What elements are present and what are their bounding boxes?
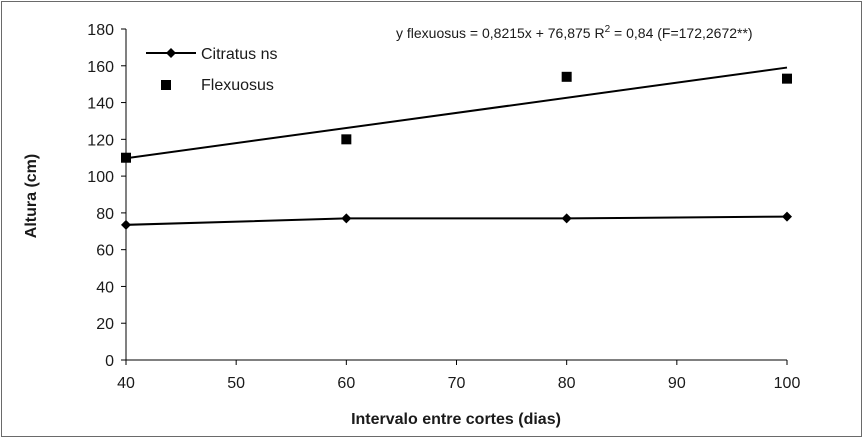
equation-main: y flexuosus = 0,8215x + 76,875 R (396, 25, 605, 41)
citratus-point (561, 213, 572, 224)
x-tick-label: 40 (117, 375, 135, 392)
regression-equation: y flexuosus = 0,8215x + 76,875 R2 = 0,84… (396, 24, 753, 41)
y-tick-label: 60 (96, 243, 114, 260)
legend-flexuosus-label: Flexuosus (201, 77, 274, 94)
flexuosus-point (561, 71, 572, 82)
x-tick-label: 80 (558, 375, 576, 392)
x-tick-label: 70 (448, 375, 466, 392)
flexuosus-point (121, 152, 131, 163)
x-axis-title: Intervalo entre cortes (dias) (351, 411, 561, 428)
y-tick-labels: 0 20 40 60 80 100 120 140 160 180 (87, 22, 114, 370)
y-tick-label: 0 (105, 353, 114, 370)
y-tick-label: 40 (96, 279, 114, 296)
y-tick-label: 140 (87, 96, 114, 113)
flexuosus-point (782, 73, 792, 84)
plot-area (121, 66, 792, 230)
y-tick-label: 20 (96, 316, 114, 333)
legend-citratus-diamond-marker (166, 48, 176, 58)
y-tick-label: 80 (96, 206, 114, 223)
citratus-point (341, 213, 352, 224)
citratus-point (782, 211, 792, 222)
citratus-point (121, 219, 131, 230)
equation-tail: = 0,84 (F=172,2672**) (610, 25, 752, 41)
legend-citratus-label: Citratus ns (201, 46, 277, 63)
x-tick-label: 60 (337, 375, 355, 392)
x-tick-labels: 40 50 60 70 80 90 100 (117, 375, 800, 392)
y-tick-label: 160 (87, 59, 114, 76)
y-tick-label: 180 (87, 22, 114, 39)
x-tick-label: 90 (668, 375, 686, 392)
equation-superscript: 2 (605, 24, 611, 35)
y-tick-label: 100 (87, 169, 114, 186)
legend: Citratus ns Flexuosus (146, 46, 277, 94)
y-tick-label: 120 (87, 132, 114, 149)
flexuosus-trendline (125, 66, 788, 160)
y-axis-title: Altura (cm) (23, 154, 40, 238)
x-tick-label: 50 (227, 375, 245, 392)
legend-flexuosus-square-marker (161, 80, 171, 90)
x-tick-label: 100 (774, 375, 801, 392)
flexuosus-point (341, 134, 352, 145)
citratus-series-line (125, 215, 788, 226)
axes (121, 28, 788, 365)
